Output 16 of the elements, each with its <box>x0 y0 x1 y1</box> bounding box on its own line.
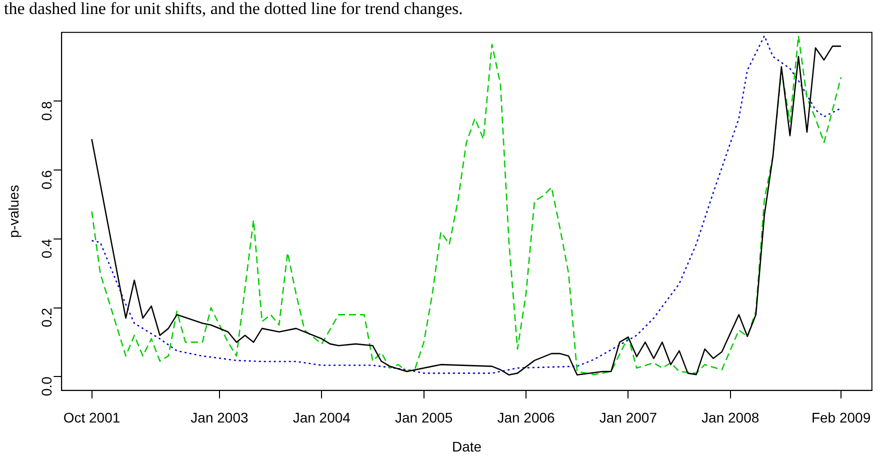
x-tick-label: Jan 2005 <box>395 410 453 426</box>
x-tick-label: Jan 2006 <box>497 410 556 426</box>
x-tick-label: Jan 2007 <box>599 410 658 426</box>
y-tick-label: 0.4 <box>38 238 54 258</box>
y-tick-label: 0.8 <box>38 101 54 121</box>
x-tick-label: Feb 2009 <box>811 410 871 426</box>
y-tick-label: 0.2 <box>38 308 54 328</box>
y-tick-label: 0.6 <box>38 170 54 190</box>
x-tick-label: Jan 2004 <box>292 410 351 426</box>
y-axis-title: p-values <box>5 184 22 238</box>
x-axis-title: Date <box>452 438 482 454</box>
x-tick-label: Jan 2003 <box>190 410 248 426</box>
x-tick-label: Jan 2008 <box>702 410 760 426</box>
y-tick-label: 0.0 <box>38 376 54 396</box>
x-tick-label: Oct 2001 <box>63 410 120 426</box>
text: the dashed line for unit shifts, and the dotted line for trend changes. <box>3 0 464 20</box>
